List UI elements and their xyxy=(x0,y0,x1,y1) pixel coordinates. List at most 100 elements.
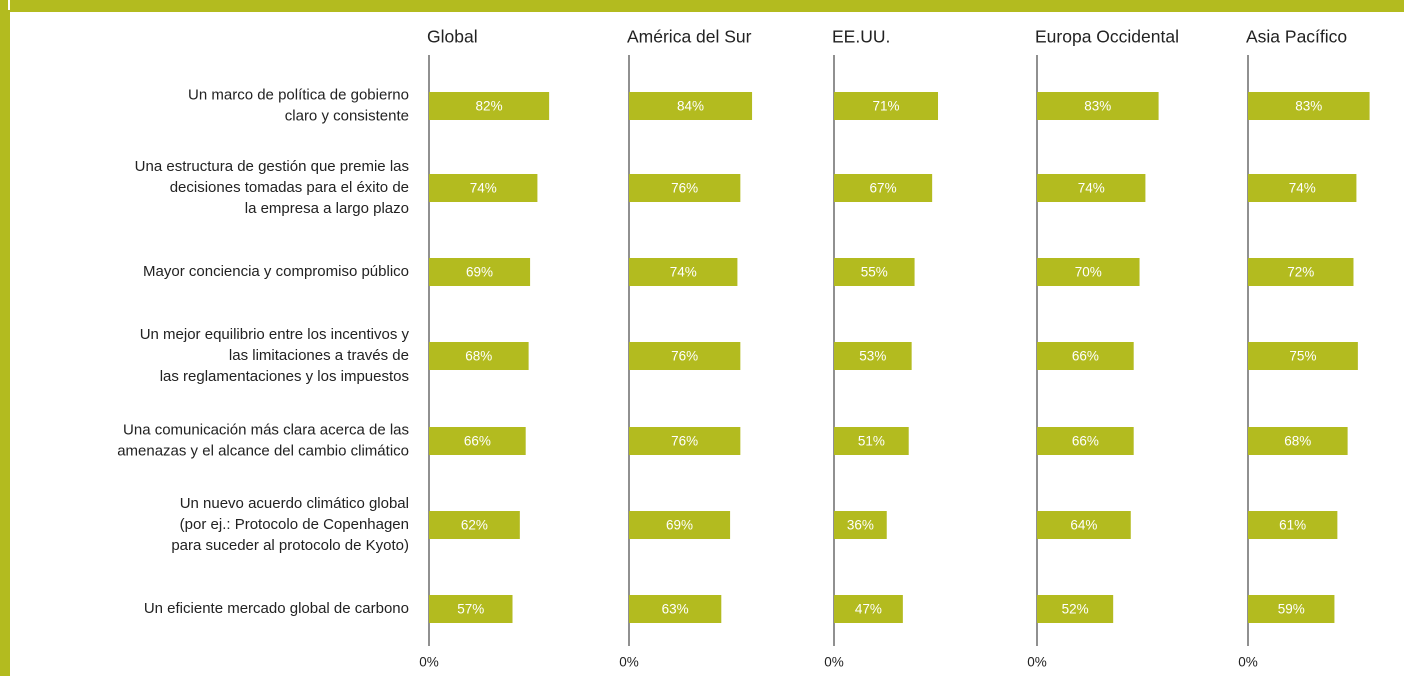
bar xyxy=(1037,92,1159,120)
value-label: 74% xyxy=(670,265,697,280)
value-label: 53% xyxy=(859,349,886,364)
bar xyxy=(629,258,738,286)
panel-title: Asia Pacífico xyxy=(1246,27,1347,47)
bar xyxy=(1037,342,1134,370)
bar xyxy=(834,92,939,120)
bar xyxy=(429,342,529,370)
value-label: 66% xyxy=(1072,434,1099,449)
category-label: amenazas y el alcance del cambio climáti… xyxy=(117,442,409,459)
bar xyxy=(1248,595,1335,623)
frame-notch xyxy=(8,0,10,10)
category-label: la empresa a largo plazo xyxy=(245,200,409,217)
value-label: 61% xyxy=(1279,518,1306,533)
value-label: 83% xyxy=(1295,99,1322,114)
category-label: Un nuevo acuerdo climático global xyxy=(180,495,409,512)
value-label: 66% xyxy=(1072,349,1099,364)
value-label: 83% xyxy=(1084,99,1111,114)
category-label: (por ej.: Protocolo de Copenhagen xyxy=(180,516,409,533)
bar xyxy=(834,427,909,455)
value-label: 84% xyxy=(677,99,704,114)
category-label: para suceder al protocolo de Kyoto) xyxy=(171,537,409,554)
panel-title: América del Sur xyxy=(627,27,752,47)
bar xyxy=(1037,427,1134,455)
bar xyxy=(1248,342,1358,370)
value-label: 63% xyxy=(662,602,689,617)
bar xyxy=(1037,174,1146,202)
x-tick-label: 0% xyxy=(419,655,439,670)
value-label: 62% xyxy=(461,518,488,533)
x-tick-label: 0% xyxy=(1027,655,1047,670)
bar xyxy=(1037,511,1131,539)
bar xyxy=(429,174,538,202)
value-label: 68% xyxy=(1284,434,1311,449)
bar xyxy=(1248,427,1348,455)
frame-left xyxy=(0,0,10,676)
value-label: 51% xyxy=(858,434,885,449)
bar xyxy=(834,258,915,286)
value-label: 76% xyxy=(671,434,698,449)
bar xyxy=(1248,92,1370,120)
value-label: 76% xyxy=(671,181,698,196)
value-label: 64% xyxy=(1070,518,1097,533)
value-label: 68% xyxy=(465,349,492,364)
bar xyxy=(629,511,731,539)
value-label: 70% xyxy=(1075,265,1102,280)
bar xyxy=(1037,595,1114,623)
bar xyxy=(629,342,741,370)
category-label: claro y consistente xyxy=(285,107,409,124)
panel-title: Europa Occidental xyxy=(1035,27,1179,47)
bar xyxy=(629,595,722,623)
bar xyxy=(629,174,741,202)
value-label: 74% xyxy=(470,181,497,196)
category-label: Un marco de política de gobierno xyxy=(188,86,409,103)
value-label: 69% xyxy=(666,518,693,533)
value-label: 76% xyxy=(671,349,698,364)
bar xyxy=(429,258,531,286)
bar xyxy=(629,92,753,120)
value-label: 72% xyxy=(1287,265,1314,280)
value-label: 57% xyxy=(457,602,484,617)
value-label: 66% xyxy=(464,434,491,449)
x-tick-label: 0% xyxy=(824,655,844,670)
bar xyxy=(1248,258,1354,286)
value-label: 69% xyxy=(466,265,493,280)
bar xyxy=(1248,511,1338,539)
x-tick-label: 0% xyxy=(1238,655,1258,670)
value-label: 47% xyxy=(855,602,882,617)
category-label: Un eficiente mercado global de carbono xyxy=(144,600,409,617)
value-label: 67% xyxy=(870,181,897,196)
value-label: 82% xyxy=(476,99,503,114)
bar xyxy=(629,427,741,455)
value-label: 59% xyxy=(1278,602,1305,617)
bar xyxy=(1248,174,1357,202)
bar xyxy=(429,427,526,455)
bar xyxy=(834,595,903,623)
value-label: 36% xyxy=(847,518,874,533)
category-label: Una comunicación más clara acerca de las xyxy=(123,421,409,438)
bar xyxy=(429,92,550,120)
value-label: 75% xyxy=(1289,349,1316,364)
x-tick-label: 0% xyxy=(619,655,639,670)
category-label: Mayor conciencia y compromiso público xyxy=(143,263,409,280)
value-label: 55% xyxy=(861,265,888,280)
value-label: 74% xyxy=(1289,181,1316,196)
bar xyxy=(834,342,912,370)
value-label: 74% xyxy=(1078,181,1105,196)
bar xyxy=(834,511,887,539)
category-label: las reglamentaciones y los impuestos xyxy=(160,368,409,385)
bar xyxy=(1037,258,1140,286)
bar xyxy=(429,511,520,539)
category-label: Una estructura de gestión que premie las xyxy=(135,158,409,175)
frame-top xyxy=(0,0,1404,12)
value-label: 71% xyxy=(872,99,899,114)
category-label: decisiones tomadas para el éxito de xyxy=(170,179,409,196)
bar xyxy=(834,174,933,202)
panel-title: EE.UU. xyxy=(832,27,890,47)
bar xyxy=(429,595,513,623)
category-label: Un mejor equilibrio entre los incentivos… xyxy=(140,326,410,343)
panel-title: Global xyxy=(427,27,478,47)
value-label: 52% xyxy=(1062,602,1089,617)
category-label: las limitaciones a través de xyxy=(229,347,409,364)
